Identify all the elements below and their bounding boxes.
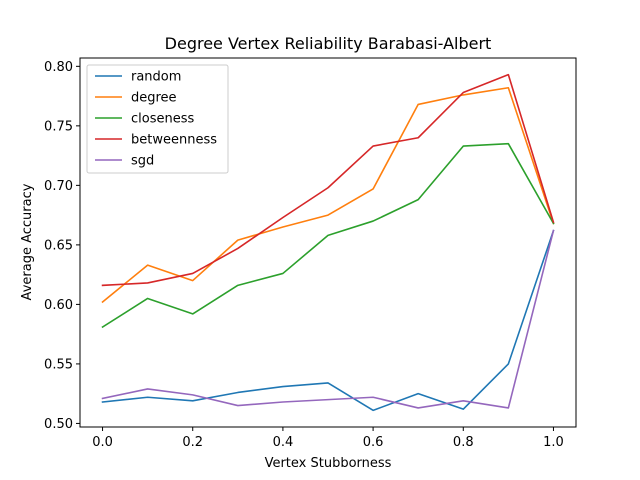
x-tick-label: 0.2 bbox=[182, 435, 203, 450]
y-tick-label: 0.50 bbox=[44, 417, 73, 432]
y-tick-label: 0.80 bbox=[44, 60, 73, 75]
x-axis-title: Vertex Stubborness bbox=[265, 456, 392, 471]
y-tick-label: 0.55 bbox=[44, 357, 73, 372]
y-tick-label: 0.60 bbox=[44, 298, 73, 313]
series-line-degree bbox=[101, 86, 555, 304]
series-line-random bbox=[101, 229, 555, 412]
series-layer bbox=[101, 73, 555, 412]
legend-label: random bbox=[131, 70, 181, 85]
series-line-sgd bbox=[101, 229, 555, 409]
y-tick-label: 0.65 bbox=[44, 238, 73, 253]
y-tick-label: 0.75 bbox=[44, 119, 73, 134]
chart-title: Degree Vertex Reliability Barabasi-Alber… bbox=[165, 34, 492, 53]
x-axis: 0.0 0.2 0.4 0.6 0.8 1.0 bbox=[92, 427, 564, 450]
legend-box bbox=[86, 64, 229, 174]
x-tick-label: 0.0 bbox=[92, 435, 113, 450]
plot-frame bbox=[79, 57, 577, 428]
y-axis: 0.50 0.55 0.60 0.65 0.70 0.75 0.80 bbox=[44, 60, 80, 432]
legend-label: closeness bbox=[131, 112, 194, 127]
y-tick-label: 0.70 bbox=[44, 179, 73, 194]
x-tick-label: 0.4 bbox=[273, 435, 294, 450]
x-tick-label: 0.8 bbox=[453, 435, 474, 450]
x-tick-label: 1.0 bbox=[543, 435, 564, 450]
x-tick-label: 0.6 bbox=[363, 435, 384, 450]
series-line-betweenness bbox=[101, 73, 555, 287]
y-axis-title: Average Accuracy bbox=[20, 183, 35, 300]
legend-label: sgd bbox=[131, 154, 154, 169]
legend-label: betweenness bbox=[131, 133, 217, 148]
legend-label: degree bbox=[131, 91, 177, 106]
series-line-closeness bbox=[101, 142, 555, 329]
legend: random degree closeness betweenness sgd bbox=[86, 64, 229, 174]
